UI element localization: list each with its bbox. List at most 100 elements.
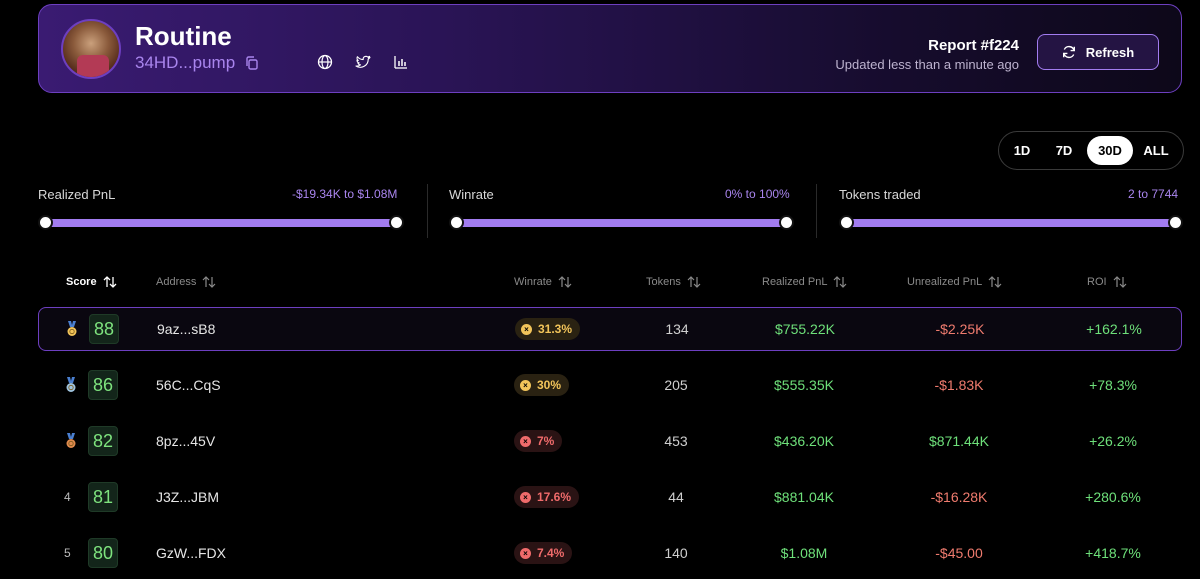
medal-icon: [65, 321, 79, 337]
filter-divider: [427, 184, 428, 238]
token-header-card: Routine 34HD...pump Report #f224 Updated…: [38, 4, 1182, 93]
report-updated-text: Updated less than a minute ago: [835, 57, 1019, 72]
table-row[interactable]: 5 80 GzW...FDX × 7.4% 140 $1.08M -$45.00 +418.7%: [38, 531, 1182, 575]
column-header-unrealized-pnl[interactable]: Unrealized PnL: [907, 276, 1002, 288]
range-max-handle[interactable]: [779, 215, 794, 230]
winrate-value: 31.3%: [538, 322, 573, 336]
tokens-count: 453: [664, 433, 688, 449]
bar-chart-icon[interactable]: [393, 54, 409, 70]
winrate-value: 30%: [537, 378, 562, 392]
winrate-value: 7%: [537, 434, 555, 448]
winrate-pill: × 7.4%: [514, 542, 573, 564]
column-header-winrate[interactable]: Winrate: [514, 276, 572, 288]
copy-icon[interactable]: [245, 56, 259, 70]
rank-number: 5: [64, 546, 71, 560]
wallet-address[interactable]: 9az...sB8: [157, 321, 216, 337]
globe-icon[interactable]: [317, 54, 333, 70]
winrate-status-icon: ×: [520, 435, 531, 447]
score-badge: 82: [88, 426, 118, 456]
period-all[interactable]: ALL: [1143, 143, 1169, 158]
unrealized-pnl-value: -$45.00: [935, 545, 983, 561]
token-address[interactable]: 34HD...pump: [135, 53, 236, 72]
winrate-pill: × 30%: [514, 374, 570, 396]
column-header-score[interactable]: Score: [66, 276, 117, 288]
tokens-count: 44: [668, 489, 684, 505]
filter-label: Tokens traded: [839, 187, 921, 202]
unrealized-pnl-value: -$2.25K: [935, 321, 985, 337]
table-row[interactable]: 4 81 J3Z...JBM × 17.6% 44 $881.04K -$16.28K +280…: [38, 475, 1182, 519]
medal-icon: [64, 377, 78, 393]
score-badge: 86: [88, 370, 118, 400]
filter-range: 2 to 7744: [1128, 187, 1179, 201]
score-badge: 81: [88, 482, 118, 512]
token-title: Routine: [135, 21, 232, 51]
period-7d[interactable]: 7D: [1055, 143, 1073, 158]
period-30d[interactable]: 30D: [1087, 136, 1133, 165]
roi-value: +78.3%: [1089, 377, 1137, 393]
unrealized-pnl-value: $871.44K: [929, 433, 989, 449]
range-min-handle[interactable]: [38, 215, 53, 230]
range-track[interactable]: [455, 219, 786, 227]
filter-label: Winrate: [449, 187, 494, 202]
unrealized-pnl-value: -$16.28K: [930, 489, 988, 505]
refresh-icon: [1062, 45, 1076, 59]
twitter-icon[interactable]: [355, 54, 371, 70]
rank-number: 4: [64, 490, 71, 504]
wallet-address[interactable]: 8pz...45V: [156, 433, 216, 449]
column-header-realized-pnl[interactable]: Realized PnL: [762, 276, 847, 288]
sort-icon: [988, 276, 1002, 288]
realized-pnl-value: $555.35K: [774, 377, 834, 393]
filter-label: Realized PnL: [38, 187, 116, 202]
range-min-handle[interactable]: [449, 215, 464, 230]
range-track[interactable]: [44, 219, 396, 227]
token-avatar: [61, 19, 121, 79]
realized-pnl-value: $881.04K: [774, 489, 834, 505]
roi-value: +280.6%: [1085, 489, 1141, 505]
realized-pnl-value: $755.22K: [775, 321, 835, 337]
table-row[interactable]: 86 56C...CqS × 30% 205 $555.35K -$1.83K +78.3%: [38, 363, 1182, 407]
winrate-pill: × 17.6%: [514, 486, 580, 508]
tokens-count: 205: [664, 377, 688, 393]
winrate-value: 7.4%: [537, 546, 565, 560]
table-row[interactable]: 82 8pz...45V × 7% 453 $436.20K $871.44K +26.2%: [38, 419, 1182, 463]
filter-divider: [816, 184, 817, 238]
range-max-handle[interactable]: [389, 215, 404, 230]
tokens-count: 134: [665, 321, 689, 337]
realized-pnl-value: $436.20K: [774, 433, 834, 449]
score-badge: 80: [88, 538, 118, 568]
sort-icon: [687, 276, 701, 288]
column-header-address[interactable]: Address: [156, 276, 216, 288]
column-header-roi[interactable]: ROI: [1087, 276, 1127, 288]
range-track[interactable]: [845, 219, 1175, 227]
range-min-handle[interactable]: [839, 215, 854, 230]
winrate-value: 17.6%: [537, 490, 572, 504]
tokens-count: 140: [664, 545, 688, 561]
refresh-button[interactable]: Refresh: [1037, 34, 1159, 70]
winrate-status-icon: ×: [520, 547, 531, 559]
roi-value: +26.2%: [1089, 433, 1137, 449]
refresh-label: Refresh: [1085, 44, 1135, 60]
sort-icon: [558, 276, 572, 288]
wallet-address[interactable]: 56C...CqS: [156, 377, 221, 393]
roi-value: +162.1%: [1086, 321, 1142, 337]
medal-icon: [64, 433, 78, 449]
unrealized-pnl-value: -$1.83K: [934, 377, 984, 393]
column-header-tokens[interactable]: Tokens: [646, 276, 701, 288]
table-row[interactable]: 88 9az...sB8 × 31.3% 134 $755.22K -$2.25K +162.…: [38, 307, 1182, 351]
winrate-pill: × 31.3%: [515, 318, 581, 340]
filter-range: 0% to 100%: [725, 187, 790, 201]
period-1d[interactable]: 1D: [1013, 143, 1031, 158]
period-toggle: 1D 7D 30D ALL: [998, 131, 1184, 170]
range-max-handle[interactable]: [1168, 215, 1183, 230]
address-row: 34HD...pump: [135, 53, 259, 73]
wallet-address[interactable]: GzW...FDX: [156, 545, 226, 561]
winrate-status-icon: ×: [520, 491, 531, 503]
filter-range: -$19.34K to $1.08M: [292, 187, 398, 201]
winrate-status-icon: ×: [521, 323, 532, 335]
winrate-status-icon: ×: [520, 379, 531, 391]
social-links: [317, 54, 409, 70]
sort-icon: [103, 276, 117, 288]
sort-icon: [1113, 276, 1127, 288]
roi-value: +418.7%: [1085, 545, 1141, 561]
wallet-address[interactable]: J3Z...JBM: [156, 489, 220, 505]
